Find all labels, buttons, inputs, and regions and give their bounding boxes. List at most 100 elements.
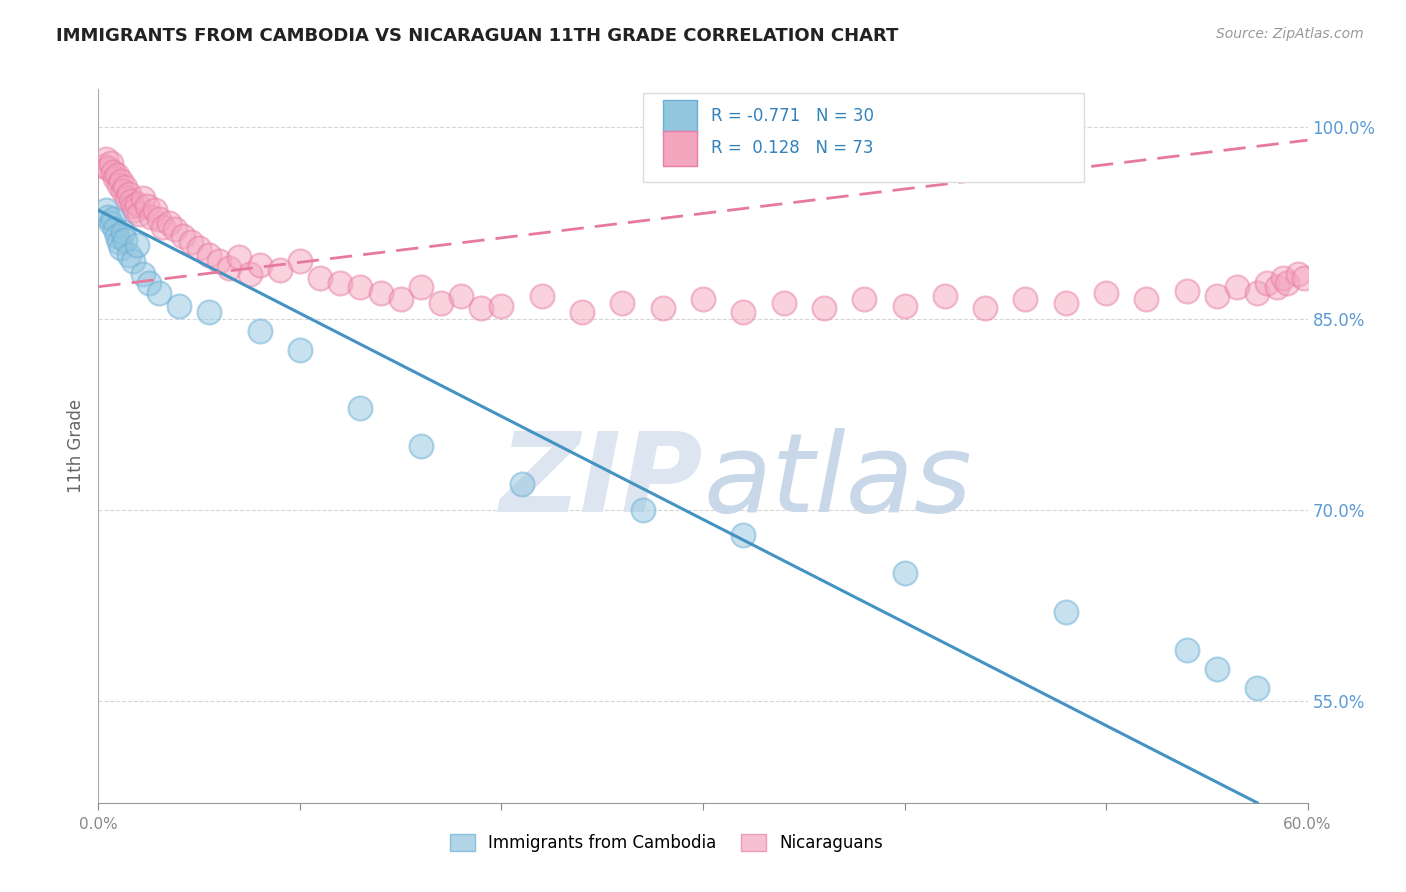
Point [1014, 293, 1036, 307]
Point [491, 299, 513, 313]
Point [114, 180, 136, 194]
Point [510, 477, 533, 491]
Point [111, 225, 134, 239]
Point [115, 190, 138, 204]
Point [125, 197, 148, 211]
Point [249, 324, 271, 338]
Point [329, 276, 352, 290]
Point [93, 159, 115, 173]
Point [692, 293, 714, 307]
Point [198, 305, 221, 319]
Point [121, 199, 143, 213]
Point [409, 439, 432, 453]
FancyBboxPatch shape [643, 93, 1084, 182]
Point [853, 293, 876, 307]
Point [97, 161, 120, 176]
Point [813, 301, 835, 316]
Point [1292, 270, 1315, 285]
Point [100, 216, 122, 230]
Point [125, 237, 148, 252]
Point [974, 301, 997, 316]
Point [101, 212, 124, 227]
Point [107, 235, 129, 249]
Point [651, 301, 673, 316]
Point [288, 254, 311, 268]
Text: IMMIGRANTS FROM CAMBODIA VS NICARAGUAN 11TH GRADE CORRELATION CHART: IMMIGRANTS FROM CAMBODIA VS NICARAGUAN 1… [56, 27, 898, 45]
Text: atlas: atlas [703, 428, 972, 535]
Point [430, 296, 453, 310]
Point [96, 203, 118, 218]
Point [103, 171, 125, 186]
Point [121, 254, 143, 268]
Point [100, 156, 122, 170]
Point [934, 288, 956, 302]
Point [103, 222, 125, 236]
Text: ZIP: ZIP [499, 428, 703, 535]
Point [143, 203, 166, 218]
FancyBboxPatch shape [664, 131, 697, 166]
Point [114, 233, 136, 247]
Point [163, 222, 186, 236]
FancyBboxPatch shape [664, 100, 697, 134]
Text: R = -0.771   N = 30: R = -0.771 N = 30 [711, 107, 875, 125]
Point [530, 288, 553, 302]
Point [1054, 605, 1077, 619]
Point [180, 235, 202, 249]
Point [893, 566, 915, 581]
Point [269, 263, 291, 277]
Point [772, 296, 794, 310]
Point [1277, 276, 1299, 290]
Point [218, 260, 240, 275]
Point [188, 242, 211, 256]
Point [132, 267, 155, 281]
Point [105, 228, 128, 243]
Point [1286, 267, 1309, 281]
Point [893, 299, 915, 313]
Point [132, 190, 155, 204]
Point [120, 194, 142, 209]
Point [409, 279, 432, 293]
Point [1095, 286, 1118, 301]
Text: Source: ZipAtlas.com: Source: ZipAtlas.com [1216, 27, 1364, 41]
Point [1206, 288, 1229, 302]
Point [733, 305, 755, 319]
Point [1246, 681, 1268, 695]
Legend: Immigrants from Cambodia, Nicaraguans: Immigrants from Cambodia, Nicaraguans [443, 827, 890, 859]
Point [733, 528, 755, 542]
Point [96, 153, 118, 167]
Point [101, 165, 124, 179]
Point [138, 276, 160, 290]
Point [239, 267, 262, 281]
Point [228, 251, 250, 265]
Point [110, 242, 132, 256]
Point [571, 305, 593, 319]
Point [631, 502, 654, 516]
Point [107, 178, 129, 192]
Point [1272, 270, 1295, 285]
Point [309, 270, 332, 285]
Point [148, 212, 170, 227]
Point [97, 210, 120, 224]
Point [349, 279, 371, 293]
Point [152, 219, 174, 234]
Point [118, 248, 141, 262]
Point [249, 258, 271, 272]
Point [1267, 279, 1289, 293]
Point [370, 286, 392, 301]
Point [124, 203, 146, 218]
Point [208, 254, 231, 268]
Point [135, 199, 157, 213]
Point [157, 216, 180, 230]
Point [172, 228, 194, 243]
Point [128, 207, 150, 221]
Point [118, 186, 141, 201]
Point [139, 210, 162, 224]
Point [105, 168, 128, 182]
Point [1175, 643, 1198, 657]
Point [612, 296, 634, 310]
Point [389, 293, 412, 307]
Point [470, 301, 492, 316]
Point [450, 288, 472, 302]
Point [1175, 284, 1198, 298]
Point [288, 343, 311, 358]
